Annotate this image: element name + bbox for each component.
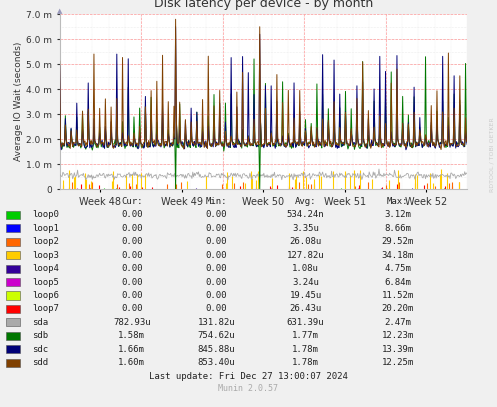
Text: 782.93u: 782.93u — [113, 318, 151, 327]
Text: 2.47m: 2.47m — [384, 318, 411, 327]
Text: 19.45u: 19.45u — [290, 291, 322, 300]
Text: loop5: loop5 — [32, 278, 59, 287]
Text: 0.00: 0.00 — [121, 251, 143, 260]
Text: 631.39u: 631.39u — [287, 318, 325, 327]
Text: 0.00: 0.00 — [205, 304, 227, 313]
Text: 12.25m: 12.25m — [382, 358, 414, 367]
Text: loop6: loop6 — [32, 291, 59, 300]
Text: 131.82u: 131.82u — [197, 318, 235, 327]
Text: 0.00: 0.00 — [205, 210, 227, 219]
Text: 0.00: 0.00 — [205, 237, 227, 246]
Text: Cur:: Cur: — [121, 197, 143, 206]
Text: 26.08u: 26.08u — [290, 237, 322, 246]
Text: 11.52m: 11.52m — [382, 291, 414, 300]
Text: Munin 2.0.57: Munin 2.0.57 — [219, 384, 278, 393]
Text: 13.39m: 13.39m — [382, 345, 414, 354]
Text: 0.00: 0.00 — [121, 210, 143, 219]
Text: 1.78m: 1.78m — [292, 345, 319, 354]
Text: 1.60m: 1.60m — [118, 358, 145, 367]
Y-axis label: Average IO Wait (seconds): Average IO Wait (seconds) — [14, 42, 23, 162]
Text: ▲: ▲ — [57, 8, 62, 14]
Text: 34.18m: 34.18m — [382, 251, 414, 260]
Text: sda: sda — [32, 318, 48, 327]
Text: loop1: loop1 — [32, 224, 59, 233]
Text: Max:: Max: — [387, 197, 409, 206]
Text: sdc: sdc — [32, 345, 48, 354]
Text: loop3: loop3 — [32, 251, 59, 260]
Text: 754.62u: 754.62u — [197, 331, 235, 340]
Text: loop2: loop2 — [32, 237, 59, 246]
Text: 845.88u: 845.88u — [197, 345, 235, 354]
Text: 26.43u: 26.43u — [290, 304, 322, 313]
Title: Disk latency per device - by month: Disk latency per device - by month — [154, 0, 373, 10]
Text: 0.00: 0.00 — [121, 224, 143, 233]
Text: 0.00: 0.00 — [121, 264, 143, 273]
Text: 0.00: 0.00 — [205, 264, 227, 273]
Text: 3.24u: 3.24u — [292, 278, 319, 287]
Text: RDTOOL / TOBI OETKER: RDTOOL / TOBI OETKER — [490, 117, 495, 192]
Text: 1.77m: 1.77m — [292, 331, 319, 340]
Text: 0.00: 0.00 — [121, 278, 143, 287]
Text: 853.40u: 853.40u — [197, 358, 235, 367]
Text: 0.00: 0.00 — [205, 251, 227, 260]
Text: 29.52m: 29.52m — [382, 237, 414, 246]
Text: 0.00: 0.00 — [205, 224, 227, 233]
Text: 8.66m: 8.66m — [384, 224, 411, 233]
Text: 0.00: 0.00 — [205, 278, 227, 287]
Text: 1.58m: 1.58m — [118, 331, 145, 340]
Text: 4.75m: 4.75m — [384, 264, 411, 273]
Text: loop7: loop7 — [32, 304, 59, 313]
Text: 20.20m: 20.20m — [382, 304, 414, 313]
Text: 12.23m: 12.23m — [382, 331, 414, 340]
Text: 3.12m: 3.12m — [384, 210, 411, 219]
Text: 3.35u: 3.35u — [292, 224, 319, 233]
Text: Min:: Min: — [205, 197, 227, 206]
Text: sdd: sdd — [32, 358, 48, 367]
Text: 0.00: 0.00 — [205, 291, 227, 300]
Text: 1.66m: 1.66m — [118, 345, 145, 354]
Text: 0.00: 0.00 — [121, 304, 143, 313]
Text: 1.78m: 1.78m — [292, 358, 319, 367]
Text: loop4: loop4 — [32, 264, 59, 273]
Text: Avg:: Avg: — [295, 197, 317, 206]
Text: 1.08u: 1.08u — [292, 264, 319, 273]
Text: 534.24n: 534.24n — [287, 210, 325, 219]
Text: Last update: Fri Dec 27 13:00:07 2024: Last update: Fri Dec 27 13:00:07 2024 — [149, 372, 348, 381]
Text: sdb: sdb — [32, 331, 48, 340]
Text: 6.84m: 6.84m — [384, 278, 411, 287]
Text: loop0: loop0 — [32, 210, 59, 219]
Text: 0.00: 0.00 — [121, 291, 143, 300]
Text: 127.82u: 127.82u — [287, 251, 325, 260]
Text: 0.00: 0.00 — [121, 237, 143, 246]
